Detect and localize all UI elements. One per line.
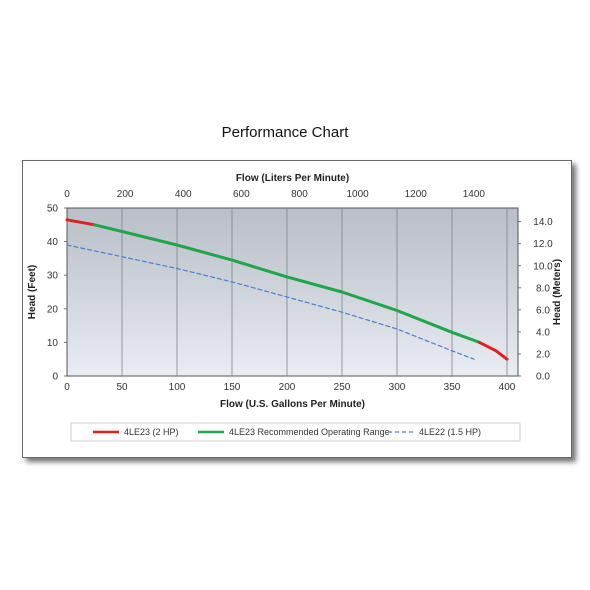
y2-tick-label: 14.0 bbox=[533, 217, 553, 228]
x-tick-label: 100 bbox=[169, 382, 186, 393]
x2-tick-label: 400 bbox=[175, 189, 192, 200]
x2-tick-label: 200 bbox=[117, 189, 134, 200]
x2-tick-label: 800 bbox=[291, 189, 308, 200]
x2-axis-title: Flow (Liters Per Minute) bbox=[236, 173, 349, 184]
y-tick-label: 30 bbox=[47, 271, 59, 282]
x2-tick-label: 600 bbox=[233, 189, 250, 200]
x-tick-label: 350 bbox=[444, 382, 461, 393]
legend-label: 4LE23 Recommended Operating Range bbox=[229, 427, 390, 437]
y2-tick-label: 10.0 bbox=[533, 261, 553, 272]
y-tick-label: 50 bbox=[47, 204, 59, 215]
y2-tick-label: 8.0 bbox=[536, 283, 550, 294]
page-title: Performance Chart bbox=[221, 124, 349, 141]
series-line-0 bbox=[65, 218, 96, 227]
y2-tick-label: 12.0 bbox=[533, 239, 553, 250]
y2-tick-label: 2.0 bbox=[536, 349, 550, 360]
x-tick-label: 200 bbox=[279, 382, 296, 393]
y2-tick-label: 4.0 bbox=[536, 327, 550, 338]
x2-tick-label: 1200 bbox=[405, 189, 428, 200]
legend-label: 4LE22 (1.5 HP) bbox=[419, 427, 481, 437]
series-line-3 bbox=[66, 244, 475, 360]
legend-label: 4LE23 (2 HP) bbox=[124, 427, 179, 437]
x-tick-label: 0 bbox=[64, 382, 70, 393]
series-line-2 bbox=[478, 340, 509, 361]
y2-tick-label: 0.0 bbox=[536, 372, 550, 383]
series-line-1 bbox=[93, 223, 481, 344]
y-tick-label: 40 bbox=[47, 237, 59, 248]
x2-tick-label: 0 bbox=[64, 189, 70, 200]
y-tick-label: 20 bbox=[47, 304, 59, 315]
x-tick-label: 150 bbox=[224, 382, 241, 393]
x2-tick-label: 1400 bbox=[463, 189, 486, 200]
x-tick-label: 400 bbox=[499, 382, 516, 393]
y2-axis-title: Head (Meters) bbox=[552, 259, 563, 325]
y-tick-label: 10 bbox=[47, 338, 59, 349]
x-tick-label: 50 bbox=[116, 382, 128, 393]
chart-frame: 0 50 100 150 200 250 300 350 400 0 200 400 600 800 100… bbox=[22, 160, 572, 458]
x-axis-title: Flow (U.S. Gallons Per Minute) bbox=[220, 399, 365, 410]
y-axis-title: Head (Feet) bbox=[27, 265, 38, 319]
x-tick-label: 300 bbox=[389, 382, 406, 393]
legend-box bbox=[70, 422, 521, 442]
y2-tick-label: 6.0 bbox=[536, 305, 550, 316]
y-tick-label: 0 bbox=[52, 372, 58, 383]
x-tick-label: 250 bbox=[334, 382, 351, 393]
x2-tick-label: 1000 bbox=[346, 189, 369, 200]
